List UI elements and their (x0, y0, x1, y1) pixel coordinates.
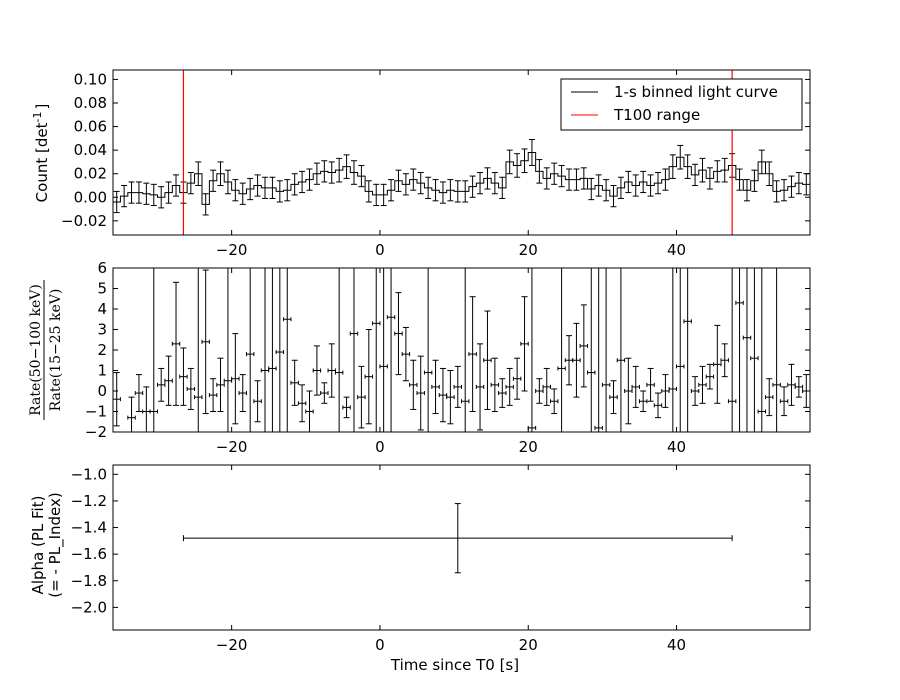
light-curve-y-tick-label: 0.06 (74, 118, 107, 136)
hardness-ratio-y-tick-label: 5 (97, 280, 107, 298)
light-curve-y-tick-label: 0.10 (74, 70, 107, 88)
light-curve-panel: −20 0 20 40 −0.02 0.00 0.02 0.04 0.06 0.08 0.10 (61, 69, 811, 259)
light-curve-y-tick-label: −0.02 (61, 212, 107, 230)
hardness-ratio-frame (112, 267, 811, 433)
hardness-ratio-denominator: Rate(15−25 keV) (48, 289, 64, 412)
hardness-ratio-y-tick-label: −2 (85, 423, 107, 441)
hardness-ratio-x-tick-label: −20 (216, 438, 248, 456)
hardness-ratio-y-tick-label: 1 (97, 362, 107, 380)
alpha-y-tick-label: −1.2 (71, 492, 107, 510)
hardness-ratio-y-tick-label: 4 (97, 300, 107, 318)
hardness-ratio-y-tick-label: 6 (97, 259, 107, 277)
alpha-x-tick-label: −20 (216, 636, 248, 654)
light-curve-x-tick-label: 20 (519, 241, 538, 259)
light-curve-y-tick-label: 0.02 (74, 165, 107, 183)
hardness-ratio-x-tick-label: 20 (519, 438, 538, 456)
hardness-ratio-x-tick-label: 40 (667, 438, 686, 456)
alpha-frame (112, 464, 811, 631)
light-curve-y-tick-label: 0.08 (74, 94, 107, 112)
hardness-ratio-y-tick-label: 2 (97, 341, 107, 359)
alpha-x-tick-label: 40 (667, 636, 686, 654)
light-curve-frame (112, 69, 811, 236)
hardness-ratio-y-tick-label: −1 (85, 403, 107, 421)
alpha-y-tick-label: −1.6 (71, 545, 107, 563)
alpha-x-tick-label: 0 (375, 636, 385, 654)
alpha-y-axis-label-line2: (= - PL_Index) (46, 492, 65, 597)
light-curve-x-tick-label: −20 (216, 241, 248, 259)
hardness-ratio-panel: −20 0 20 40 −2 −1 0 1 2 3 4 5 6 (85, 259, 811, 456)
legend: 1-s binned light curve T100 range (560, 78, 803, 131)
light-curve-x-tick-label: 40 (667, 241, 686, 259)
hardness-ratio-x-tick-label: 0 (375, 438, 385, 456)
light-curve-y-tick-label: 0.04 (74, 141, 107, 159)
light-curve-series-line (113, 152, 810, 205)
alpha-y-tick-label: −1.8 (71, 572, 107, 590)
alpha-y-tick-label: −1.4 (71, 519, 107, 537)
hardness-ratio-y-tick-label: 0 (97, 382, 107, 400)
legend-box (560, 78, 803, 131)
x-axis-label: Time since T0 [s] (390, 656, 519, 674)
light-curve-plot-area (113, 70, 810, 235)
legend-label-t100: T100 range (613, 106, 700, 124)
hardness-ratio-y-tick-label: 3 (97, 321, 107, 339)
light-curve-y-tick-label: 0.00 (74, 188, 107, 206)
hardness-ratio-numerator: Rate(50−100 keV) (28, 284, 44, 416)
alpha-panel: −20 0 20 40 −2.0 −1.8 −1.6 −1.4 −1.2 −1.0 (71, 464, 811, 654)
alpha-y-axis-label-line1: Alpha (PL Fit) (29, 496, 47, 595)
light-curve-y-axis-label: Count [det-1] (31, 104, 51, 203)
hardness-ratio-y-axis-label: Rate(50−100 keV) Rate(15−25 keV) (28, 280, 64, 420)
alpha-y-tick-label: −2.0 (71, 598, 107, 616)
alpha-x-tick-label: 20 (519, 636, 538, 654)
light-curve-x-tick-label: 0 (375, 241, 385, 259)
legend-label-light-curve: 1-s binned light curve (614, 83, 778, 101)
alpha-y-tick-label: −1.0 (71, 465, 107, 483)
alpha-plot-area (182, 503, 733, 574)
alpha-y-axis-label: Alpha (PL Fit) (= - PL_Index) (29, 492, 65, 597)
hardness-ratio-plot-area (113, 268, 810, 432)
